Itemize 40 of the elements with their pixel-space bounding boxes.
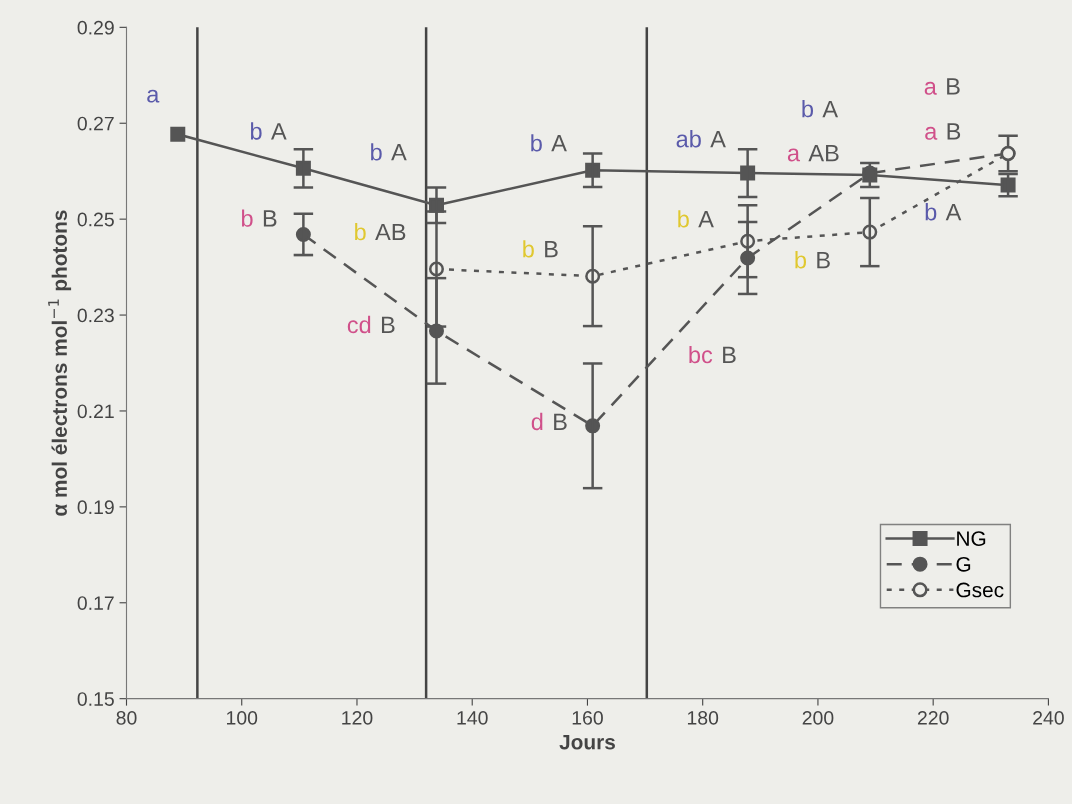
y-tick-label: 0.15 (77, 692, 114, 706)
y-tick-label: 0.19 (77, 500, 114, 515)
y-axis-title: α mol électrons mol$^{−1}$ photons (48, 210, 72, 516)
annotation: a B (925, 123, 961, 140)
annotation: bc B (689, 345, 736, 364)
annotation: b A (678, 210, 714, 228)
x-tick-label: 100 (227, 710, 258, 725)
annotation: a (147, 89, 160, 103)
annotation: b B (242, 209, 277, 227)
annotation: d B (531, 412, 567, 431)
legend-label: NG (957, 531, 986, 546)
annotation: cd B (347, 315, 395, 334)
annotation: b B (523, 240, 558, 258)
y-tick-label: 0.25 (77, 212, 114, 227)
legend-label: Gsec (956, 582, 1004, 598)
x-tick-label: 80 (116, 710, 137, 725)
annotation: a B (924, 78, 960, 95)
annotation: b A (925, 203, 962, 221)
annotation: b AB (355, 223, 406, 241)
annotation: a AB (787, 144, 839, 162)
x-tick-label: 180 (687, 710, 719, 725)
annotation: b A (531, 134, 567, 152)
y-tick-label: 0.29 (77, 20, 114, 35)
annotation: b A (371, 143, 407, 161)
x-tick-label: 120 (342, 710, 373, 725)
x-tick-label: 200 (802, 710, 834, 725)
x-tick-label: 240 (1033, 710, 1064, 725)
x-tick-label: 160 (572, 710, 603, 725)
legend-label: G (956, 556, 971, 572)
x-axis-title: Jours (559, 734, 615, 750)
annotation: ab A (676, 130, 726, 148)
x-tick-label: 140 (457, 710, 488, 725)
y-tick-label: 0.17 (77, 596, 114, 611)
annotation: b A (251, 122, 287, 140)
y-tick-label: 0.21 (77, 404, 114, 419)
y-tick-label: 0.27 (77, 116, 114, 131)
annotation: b B (795, 251, 830, 269)
y-tick-label: 0.23 (77, 308, 114, 323)
annotation: b A (802, 100, 839, 118)
x-tick-label: 220 (917, 710, 949, 725)
